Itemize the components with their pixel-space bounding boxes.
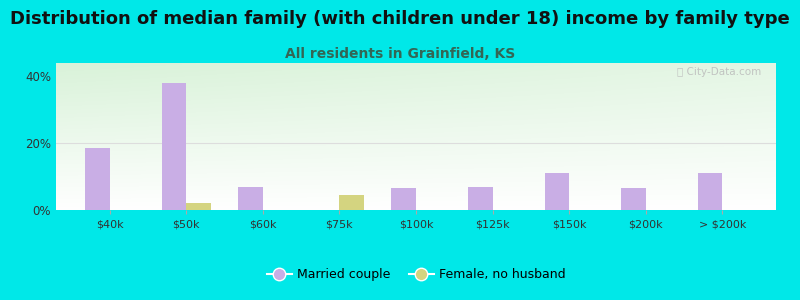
Bar xyxy=(162,83,186,210)
Legend: Married couple, Female, no husband: Married couple, Female, no husband xyxy=(262,263,570,286)
Bar xyxy=(186,203,210,210)
Bar xyxy=(468,187,493,210)
Bar xyxy=(238,187,263,210)
Text: All residents in Grainfield, KS: All residents in Grainfield, KS xyxy=(285,46,515,61)
Bar xyxy=(339,195,364,210)
Bar xyxy=(545,173,569,210)
Bar xyxy=(698,173,722,210)
Text: Distribution of median family (with children under 18) income by family type: Distribution of median family (with chil… xyxy=(10,11,790,28)
Bar xyxy=(391,188,416,210)
Text: ⓘ City-Data.com: ⓘ City-Data.com xyxy=(678,68,762,77)
Bar xyxy=(85,148,110,210)
Bar xyxy=(622,188,646,210)
